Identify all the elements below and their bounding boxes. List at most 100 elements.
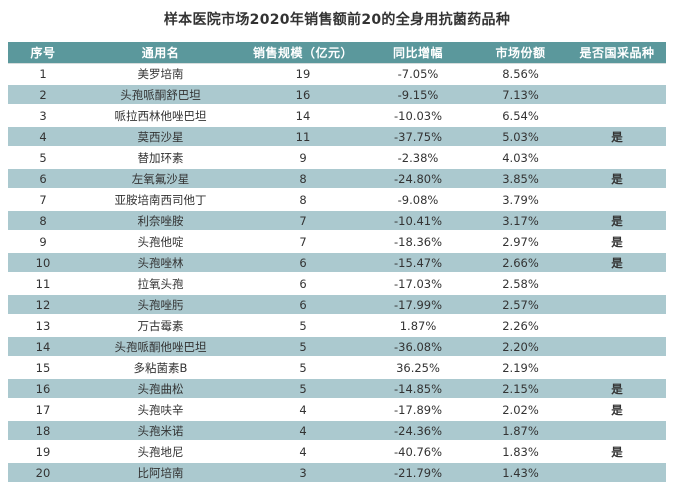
cell-share: 2.15% (473, 378, 568, 400)
cell-rank: 13 (8, 315, 78, 337)
table-row: 10 头孢唑林 6 -15.47% 2.66% 是 (8, 252, 666, 274)
header-row: 序号 通用名 销售规模（亿元） 同比增幅 市场份额 是否国采品种 (8, 42, 666, 64)
table-body: 1 美罗培南 19 -7.05% 8.56% 2 头孢哌酮舒巴坦 16 -9.1… (8, 63, 666, 484)
cell-share: 2.20% (473, 336, 568, 358)
cell-rank: 7 (8, 189, 78, 211)
cell-national-flag (568, 273, 666, 295)
cell-rank: 17 (8, 399, 78, 421)
cell-sales: 4 (243, 420, 363, 442)
cell-growth: -7.05% (363, 63, 473, 85)
cell-sales: 8 (243, 189, 363, 211)
cell-national-flag (568, 63, 666, 85)
cell-drug-name: 头孢他啶 (78, 231, 243, 253)
cell-share: 2.26% (473, 315, 568, 337)
cell-rank: 18 (8, 420, 78, 442)
cell-sales: 5 (243, 357, 363, 379)
cell-growth: -17.99% (363, 294, 473, 316)
cell-rank: 4 (8, 126, 78, 148)
cell-rank: 11 (8, 273, 78, 295)
cell-sales: 8 (243, 168, 363, 190)
cell-rank: 20 (8, 462, 78, 484)
cell-growth: 1.87% (363, 315, 473, 337)
cell-share: 2.57% (473, 294, 568, 316)
cell-sales: 6 (243, 273, 363, 295)
cell-share: 5.03% (473, 126, 568, 148)
cell-rank: 19 (8, 441, 78, 463)
cell-share: 2.19% (473, 357, 568, 379)
page-title: 样本医院市场2020年销售额前20的全身用抗菌药品种 (163, 12, 511, 28)
table-row: 13 万古霉素 5 1.87% 2.26% (8, 315, 666, 337)
cell-national-flag (568, 105, 666, 127)
cell-rank: 8 (8, 210, 78, 232)
cell-share: 8.56% (473, 63, 568, 85)
cell-share: 1.87% (473, 420, 568, 442)
cell-rank: 3 (8, 105, 78, 127)
table-row: 6 左氧氟沙星 8 -24.80% 3.85% 是 (8, 168, 666, 190)
table-row: 2 头孢哌酮舒巴坦 16 -9.15% 7.13% (8, 84, 666, 106)
cell-sales: 7 (243, 210, 363, 232)
table-row: 7 亚胺培南西司他丁 8 -9.08% 3.79% (8, 189, 666, 211)
cell-national-flag (568, 420, 666, 442)
cell-national-flag: 是 (568, 210, 666, 232)
cell-growth: -21.79% (363, 462, 473, 484)
cell-sales: 19 (243, 63, 363, 85)
cell-growth: -17.03% (363, 273, 473, 295)
cell-rank: 5 (8, 147, 78, 169)
column-header-share: 市场份额 (473, 42, 568, 64)
column-header-name: 通用名 (78, 42, 243, 64)
cell-national-flag (568, 462, 666, 484)
cell-drug-name: 头孢曲松 (78, 378, 243, 400)
cell-drug-name: 万古霉素 (78, 315, 243, 337)
cell-growth: -24.80% (363, 168, 473, 190)
cell-drug-name: 多粘菌素B (78, 357, 243, 379)
cell-sales: 3 (243, 462, 363, 484)
cell-national-flag (568, 147, 666, 169)
cell-growth: 36.25% (363, 357, 473, 379)
cell-national-flag: 是 (568, 441, 666, 463)
cell-rank: 14 (8, 336, 78, 358)
table-row: 20 比阿培南 3 -21.79% 1.43% (8, 462, 666, 484)
cell-share: 7.13% (473, 84, 568, 106)
cell-growth: -9.08% (363, 189, 473, 211)
cell-rank: 9 (8, 231, 78, 253)
cell-drug-name: 莫西沙星 (78, 126, 243, 148)
cell-growth: -36.08% (363, 336, 473, 358)
table-header: 序号 通用名 销售规模（亿元） 同比增幅 市场份额 是否国采品种 (8, 42, 666, 64)
cell-share: 2.97% (473, 231, 568, 253)
cell-sales: 4 (243, 441, 363, 463)
table-row: 19 头孢地尼 4 -40.76% 1.83% 是 (8, 441, 666, 463)
table-row: 8 利奈唑胺 7 -10.41% 3.17% 是 (8, 210, 666, 232)
cell-rank: 2 (8, 84, 78, 106)
cell-drug-name: 左氧氟沙星 (78, 168, 243, 190)
column-header-growth: 同比增幅 (363, 42, 473, 64)
cell-national-flag: 是 (568, 399, 666, 421)
table-row: 1 美罗培南 19 -7.05% 8.56% (8, 63, 666, 85)
cell-drug-name: 头孢米诺 (78, 420, 243, 442)
cell-growth: -40.76% (363, 441, 473, 463)
cell-growth: -24.36% (363, 420, 473, 442)
cell-share: 4.03% (473, 147, 568, 169)
cell-share: 1.43% (473, 462, 568, 484)
cell-share: 1.83% (473, 441, 568, 463)
column-header-national: 是否国采品种 (568, 42, 666, 64)
cell-drug-name: 哌拉西林他唑巴坦 (78, 105, 243, 127)
cell-rank: 16 (8, 378, 78, 400)
table-row: 15 多粘菌素B 5 36.25% 2.19% (8, 357, 666, 379)
cell-rank: 12 (8, 294, 78, 316)
cell-sales: 5 (243, 315, 363, 337)
cell-share: 2.58% (473, 273, 568, 295)
cell-share: 3.17% (473, 210, 568, 232)
cell-growth: -37.75% (363, 126, 473, 148)
cell-sales: 9 (243, 147, 363, 169)
cell-growth: -14.85% (363, 378, 473, 400)
table-row: 3 哌拉西林他唑巴坦 14 -10.03% 6.54% (8, 105, 666, 127)
antibiotics-rank-table: 序号 通用名 销售规模（亿元） 同比增幅 市场份额 是否国采品种 1 美罗培南 … (8, 42, 666, 484)
cell-national-flag (568, 84, 666, 106)
cell-sales: 5 (243, 378, 363, 400)
table-row: 17 头孢呋辛 4 -17.89% 2.02% 是 (8, 399, 666, 421)
cell-growth: -9.15% (363, 84, 473, 106)
cell-share: 2.66% (473, 252, 568, 274)
cell-sales: 14 (243, 105, 363, 127)
cell-national-flag (568, 336, 666, 358)
